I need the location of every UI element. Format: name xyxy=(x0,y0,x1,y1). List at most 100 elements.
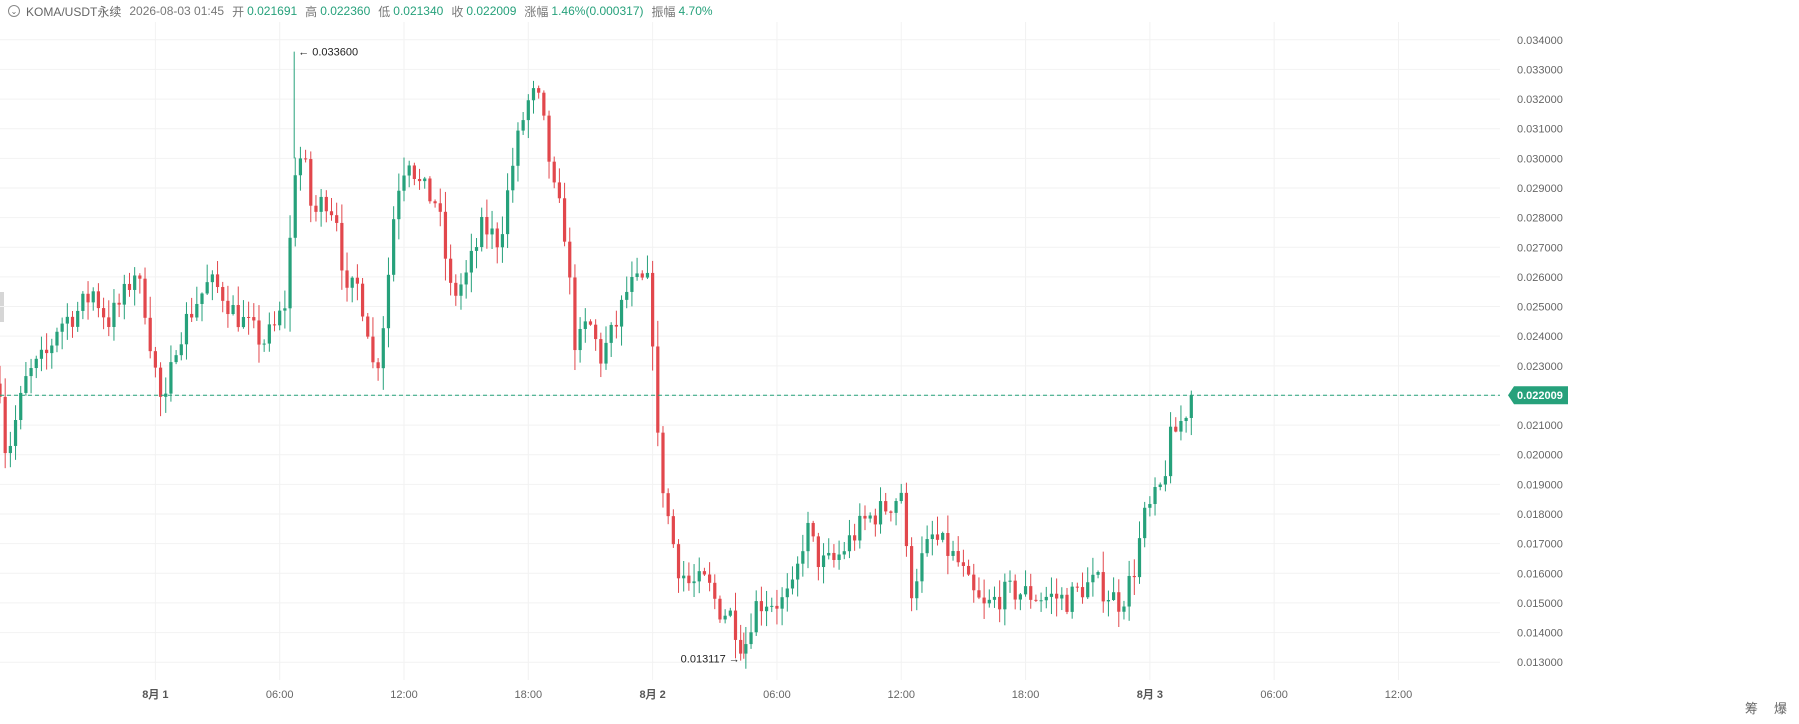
y-tick-label: 0.033000 xyxy=(1517,64,1563,76)
candle-body xyxy=(1158,484,1162,488)
candle-body xyxy=(992,596,997,600)
candle-body xyxy=(226,300,230,315)
candle-body xyxy=(112,302,116,327)
candle-body xyxy=(65,316,69,324)
candle-body xyxy=(1039,600,1043,602)
change-label: 涨幅 xyxy=(524,4,549,19)
candle-body xyxy=(0,383,2,397)
candle-body xyxy=(666,493,670,517)
candle-body xyxy=(464,272,468,285)
y-tick-label: 0.021000 xyxy=(1517,420,1563,432)
high-value: 0.022360 xyxy=(320,4,371,18)
candle-body xyxy=(915,581,919,599)
candle-body xyxy=(702,571,707,575)
candle-body xyxy=(744,644,748,654)
y-tick-label: 0.032000 xyxy=(1517,94,1563,106)
min-price-annotation: 0.013117 → xyxy=(681,654,740,666)
y-tick-label: 0.026000 xyxy=(1517,272,1563,284)
last-price-label: 0.022009 xyxy=(1517,390,1563,402)
candle-body xyxy=(1003,581,1007,610)
candle-body xyxy=(91,291,95,303)
candle-body xyxy=(210,274,214,283)
candle-body xyxy=(335,215,339,223)
candle-body xyxy=(184,313,189,345)
candle-body xyxy=(480,216,484,248)
candle-body xyxy=(972,574,976,591)
candle-body xyxy=(588,321,593,325)
candle-body xyxy=(101,308,106,318)
candle-body xyxy=(1044,596,1048,601)
candle-body xyxy=(821,555,826,568)
x-tick-label: 8月 3 xyxy=(1137,688,1163,701)
candles-layer xyxy=(0,51,1193,669)
candle-body xyxy=(557,182,561,199)
candle-body xyxy=(174,355,178,363)
y-tick-label: 0.027000 xyxy=(1517,242,1563,254)
candle-body xyxy=(1075,586,1079,588)
candle-body xyxy=(205,282,209,294)
low-value: 0.021340 xyxy=(393,4,444,18)
candle-body xyxy=(640,273,644,278)
price-axis[interactable]: 0.013000 0.014000 0.015000 0.016000 0.017000… xyxy=(1517,35,1563,669)
candle-body xyxy=(45,349,49,354)
candle-body xyxy=(946,532,950,556)
y-tick-label: 0.030000 xyxy=(1517,153,1563,165)
amplitude-value: 4.70% xyxy=(678,4,713,18)
candle-body xyxy=(195,303,199,318)
x-tick-label: 8月 2 xyxy=(639,688,665,701)
candle-body xyxy=(511,165,515,191)
candle-body xyxy=(977,590,981,598)
candle-body xyxy=(656,346,660,433)
candle-body xyxy=(728,610,732,616)
candle-body xyxy=(847,535,852,552)
candle-body xyxy=(252,317,256,321)
candle-body xyxy=(982,597,986,604)
candle-body xyxy=(505,190,510,235)
candle-body xyxy=(998,596,1002,610)
candle-body xyxy=(402,175,406,191)
candle-body xyxy=(697,571,701,582)
y-tick-label: 0.034000 xyxy=(1517,35,1563,47)
x-tick-label: 06:00 xyxy=(1260,689,1288,701)
high-label: 高 xyxy=(305,4,318,19)
candle-body xyxy=(661,432,665,494)
candle-body xyxy=(81,293,85,311)
candle-body xyxy=(127,283,132,290)
candle-body xyxy=(257,320,261,345)
candle-body xyxy=(1189,395,1193,418)
candle-body xyxy=(1148,504,1152,508)
candle-timestamp: 2026-08-03 01:45 xyxy=(129,4,225,18)
candle-body xyxy=(376,362,380,369)
amplitude-label: 振幅 xyxy=(651,4,676,19)
candle-body xyxy=(19,392,23,421)
candle-body xyxy=(780,597,784,609)
candle-body xyxy=(298,158,303,176)
candle-body xyxy=(397,190,401,220)
candle-body xyxy=(319,196,323,212)
candle-body xyxy=(107,317,111,327)
corner-buttons[interactable]: 筹 爆 xyxy=(1744,702,1793,717)
candle-body xyxy=(884,501,888,512)
time-axis[interactable]: 8月 1 06:00 12:00 18:00 8月 2 06:00 12:00 18:00 8月… xyxy=(142,688,1412,701)
change-value: 1.46%(0.000317) xyxy=(551,4,644,18)
candle-body xyxy=(583,321,587,329)
candle-body xyxy=(340,222,344,271)
candle-body xyxy=(39,349,44,359)
candle-body xyxy=(288,237,292,309)
candle-body xyxy=(687,575,691,584)
candle-body xyxy=(961,562,966,566)
y-tick-label: 0.013000 xyxy=(1517,657,1563,669)
candle-body xyxy=(547,115,551,162)
candle-body xyxy=(1184,417,1188,422)
y-tick-label: 0.017000 xyxy=(1517,539,1563,551)
candle-body xyxy=(754,601,758,633)
candle-body xyxy=(1101,572,1105,602)
candle-body xyxy=(169,362,173,394)
candle-body xyxy=(827,552,831,556)
candle-body xyxy=(1013,580,1017,600)
y-tick-label: 0.025000 xyxy=(1517,302,1563,314)
chevron-down-icon[interactable]: ⌄ xyxy=(8,5,20,17)
candle-body xyxy=(858,515,862,541)
candle-body xyxy=(350,277,354,288)
